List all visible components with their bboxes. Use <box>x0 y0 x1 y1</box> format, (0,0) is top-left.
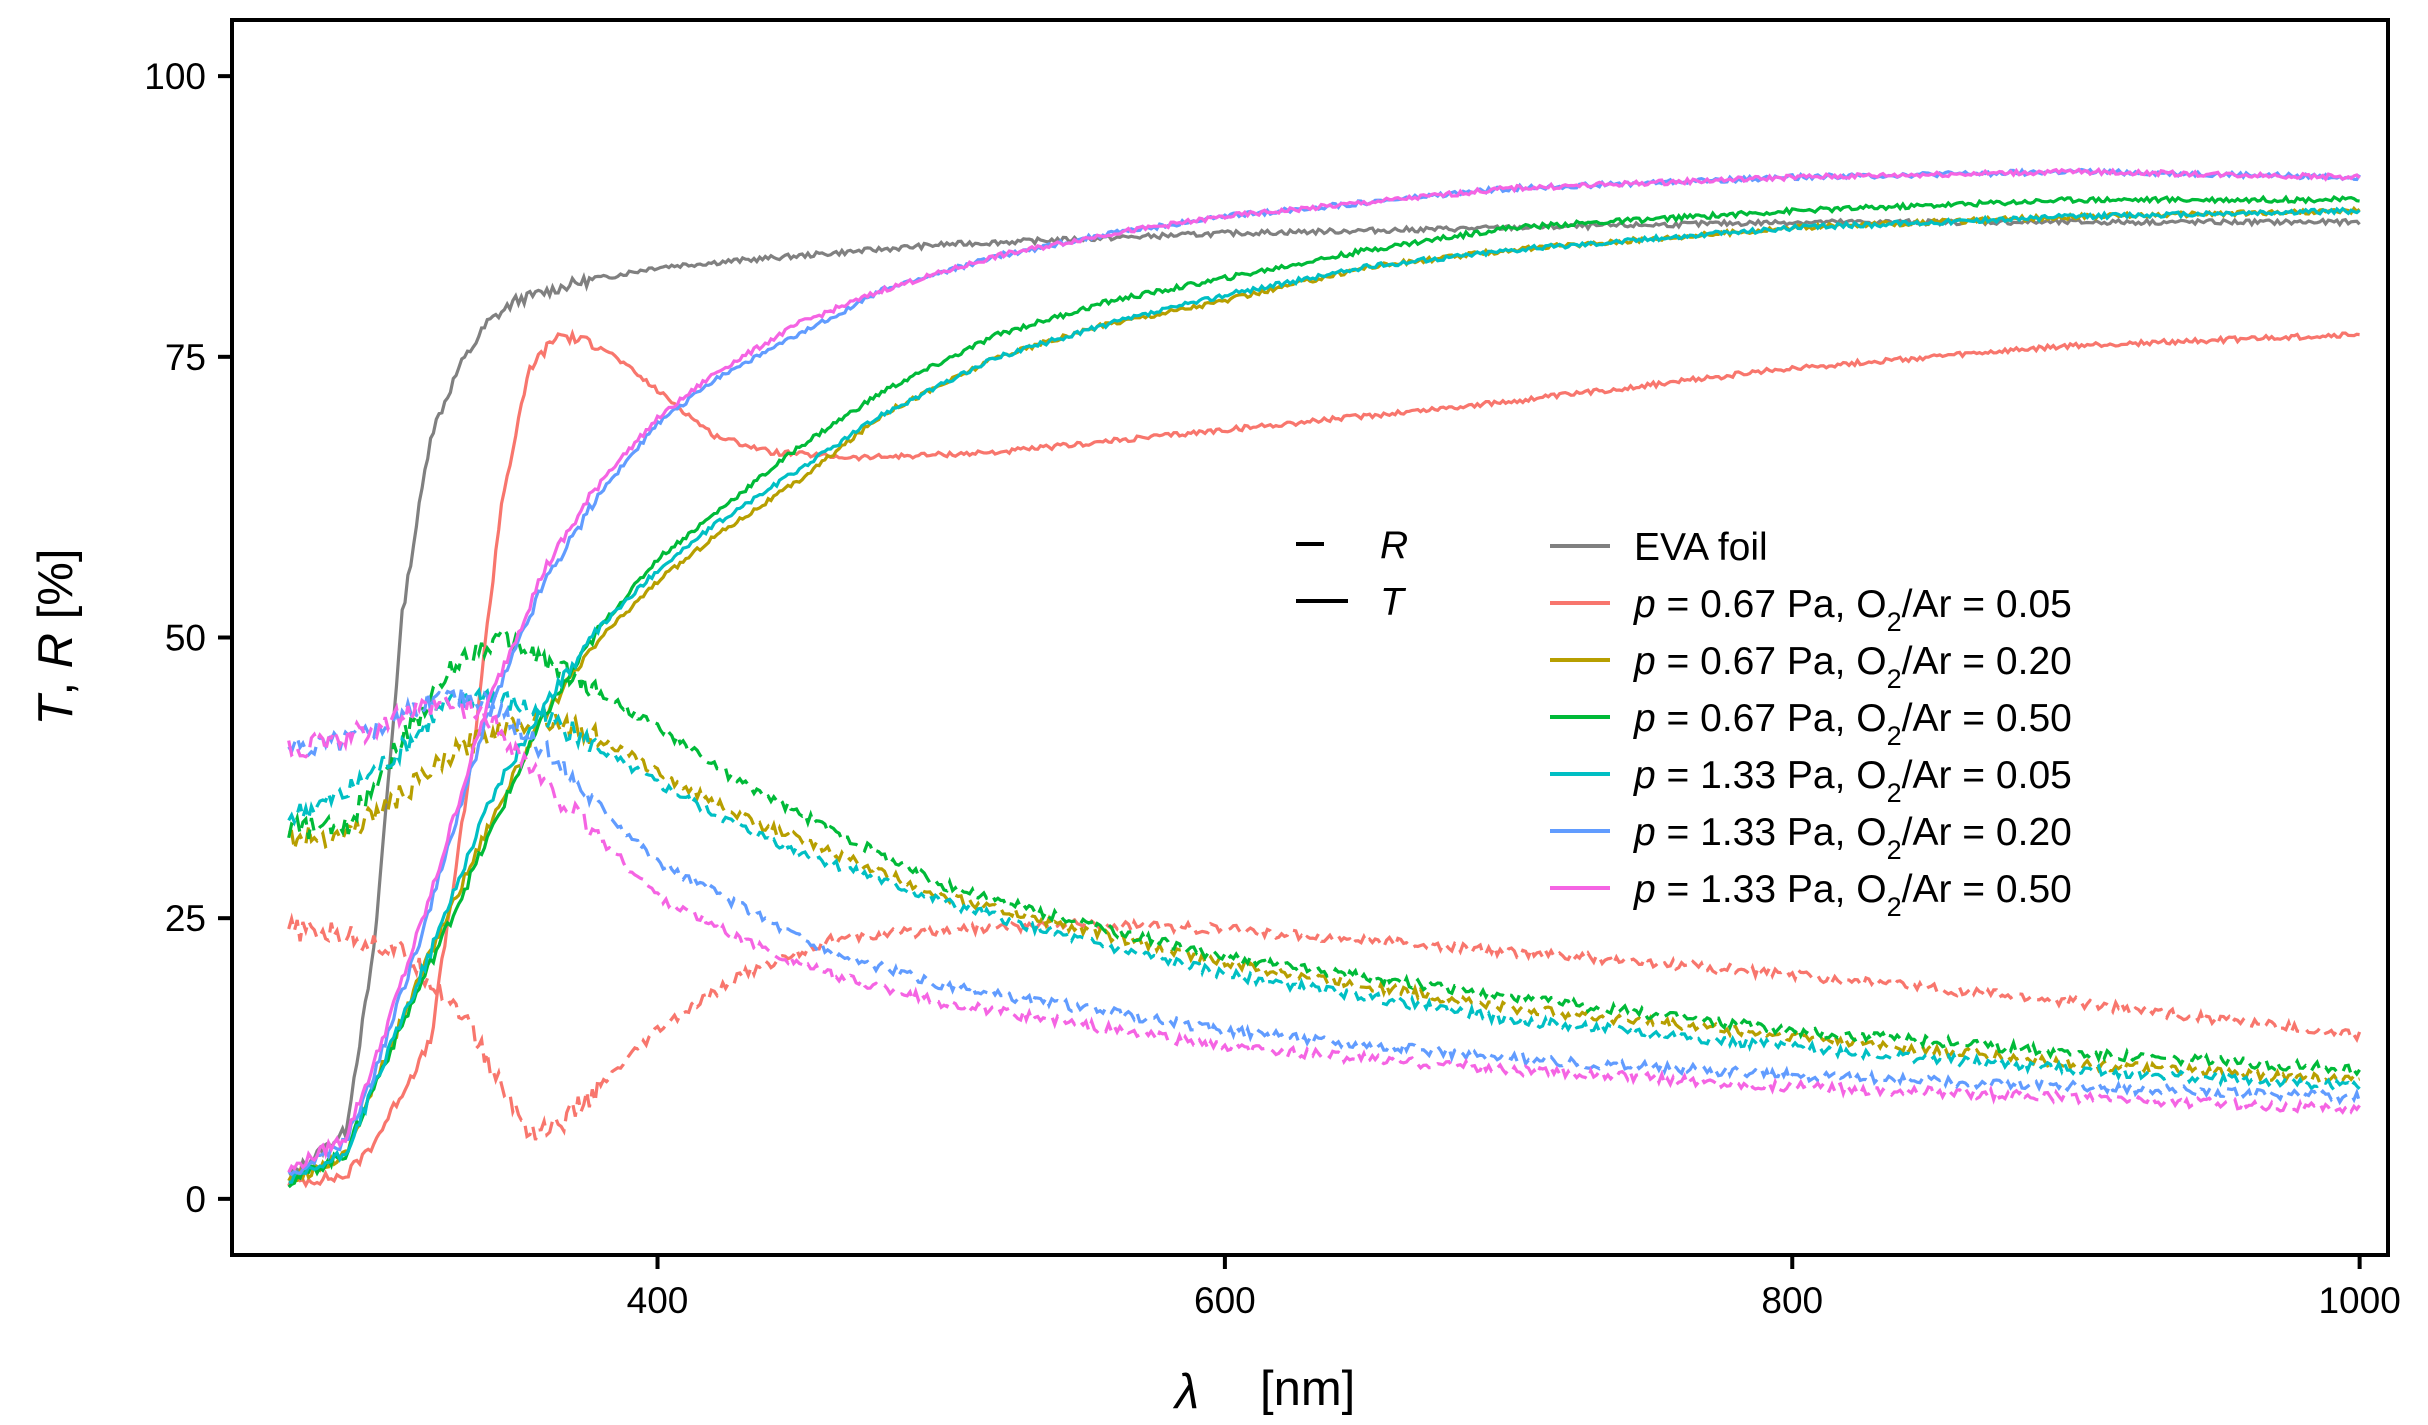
r-curve <box>287 686 2362 1106</box>
x-axis-unit: [nm] <box>1260 1362 1355 1416</box>
y-tick-label: 100 <box>144 56 206 97</box>
y-axis-sep: , <box>29 668 83 695</box>
r-curve <box>287 912 2362 1141</box>
r-curve <box>287 686 2361 1094</box>
y-axis-title: T, R [%] <box>29 549 83 726</box>
legend-linetype: R T <box>1296 524 1408 624</box>
t-curve <box>288 206 2361 1184</box>
y-axis-ticks: 0 25 50 75 100 <box>144 56 232 1220</box>
legend-label: p = 1.33 Pa, O2/Ar = 0.20 <box>1633 811 2072 865</box>
x-tick-label: 400 <box>627 1280 689 1321</box>
legend-label-t: T <box>1380 581 1407 624</box>
t-curve <box>287 328 2360 1189</box>
series-lines <box>287 167 2362 1189</box>
legend-label: p = 0.67 Pa, O2/Ar = 0.50 <box>1633 697 2072 751</box>
x-tick-label: 600 <box>1194 1280 1256 1321</box>
y-tick-label: 75 <box>165 337 206 378</box>
r-curve <box>288 708 2361 1086</box>
y-tick-label: 0 <box>185 1179 206 1220</box>
x-tick-label: 800 <box>1761 1280 1823 1321</box>
legend-label: p = 1.33 Pa, O2/Ar = 0.05 <box>1633 754 2072 808</box>
r-curve <box>287 626 2361 1078</box>
legend-label: p = 0.67 Pa, O2/Ar = 0.05 <box>1633 583 2072 637</box>
t-curve <box>287 194 2360 1189</box>
t-curve <box>287 167 2361 1174</box>
legend-label: p = 1.33 Pa, O2/Ar = 0.50 <box>1633 868 2072 922</box>
t-curve <box>288 217 2361 1176</box>
y-tick-label: 50 <box>165 618 206 659</box>
y-axis-unit: [%] <box>29 549 83 633</box>
x-axis-symbol: λ <box>1172 1365 1199 1419</box>
y-axis-r: R <box>29 633 83 668</box>
legend-label: EVA foil <box>1634 526 1768 569</box>
y-axis-t: T <box>29 692 83 725</box>
r-curve <box>287 692 2361 1115</box>
x-axis-ticks: 400 600 800 1000 <box>627 1255 2401 1321</box>
plot-frame <box>230 18 2390 1257</box>
y-tick-label: 25 <box>165 898 206 939</box>
x-axis-title: λ [nm] <box>1172 1362 1355 1419</box>
x-tick-label: 1000 <box>2318 1280 2400 1321</box>
legend-label-r: R <box>1380 524 1408 567</box>
legend-label: p = 0.67 Pa, O2/Ar = 0.20 <box>1633 640 2072 694</box>
